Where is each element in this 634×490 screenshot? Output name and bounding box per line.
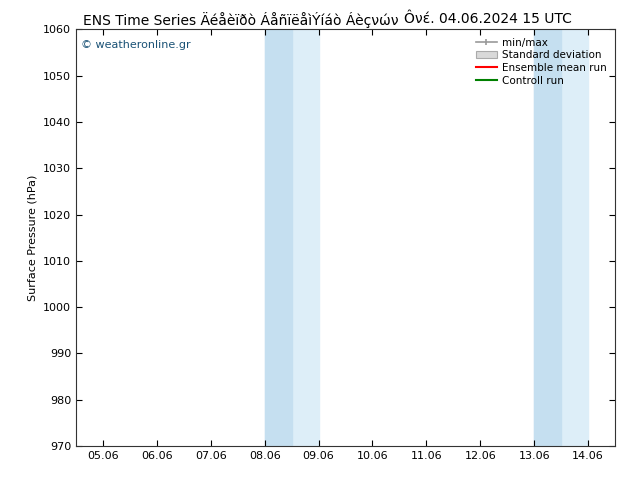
Bar [265, 29, 292, 446]
Bar [534, 29, 561, 446]
Legend: min/max, Standard deviation, Ensemble mean run, Controll run: min/max, Standard deviation, Ensemble me… [473, 35, 610, 89]
Y-axis label: Surface Pressure (hPa): Surface Pressure (hPa) [27, 174, 37, 301]
Text: © weatheronline.gr: © weatheronline.gr [81, 40, 191, 50]
Text: Ôνέ. 04.06.2024 15 UTC: Ôνέ. 04.06.2024 15 UTC [404, 12, 572, 26]
Bar [265, 29, 319, 446]
Bar [534, 29, 588, 446]
Text: ENS Time Series Äéåèïðò ÁåñïëåìÝíáò Áèçνών: ENS Time Series Äéåèïðò ÁåñïëåìÝíáò Áèçν… [83, 12, 399, 28]
